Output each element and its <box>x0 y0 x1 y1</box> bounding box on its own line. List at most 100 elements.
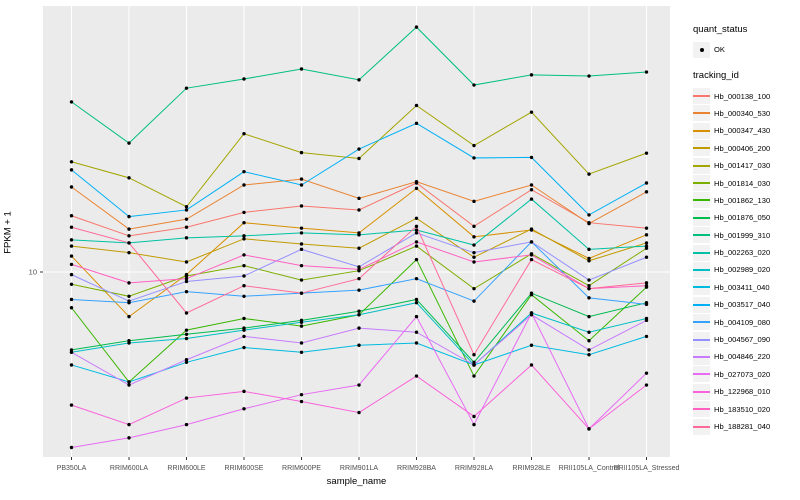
data-point <box>357 147 361 151</box>
x-tick-label: RRIM901LA <box>340 465 378 472</box>
data-point <box>242 389 246 394</box>
data-point <box>299 150 304 155</box>
data-point <box>357 276 361 281</box>
data-point <box>127 314 131 319</box>
data-point <box>242 234 246 238</box>
data-point <box>529 197 534 201</box>
legend-item-tracking: Hb_000406_200 <box>693 140 799 157</box>
legend-key-box <box>693 175 710 192</box>
series-color-swatch <box>693 303 710 306</box>
data-point <box>644 383 649 387</box>
data-point <box>357 326 361 330</box>
data-point <box>299 291 304 295</box>
data-point <box>472 414 476 419</box>
legend-item-tracking: Hb_027073_020 <box>693 366 799 383</box>
x-tick-label: RRIM600SE <box>225 465 264 472</box>
data-point <box>644 190 649 194</box>
data-point <box>644 233 649 237</box>
data-point <box>357 313 361 317</box>
data-point <box>127 281 131 285</box>
data-point <box>242 253 246 257</box>
data-point <box>357 246 361 250</box>
data-point <box>587 348 591 352</box>
legend-title-tracking-id: tracking_id <box>693 70 739 82</box>
data-point <box>69 185 74 189</box>
data-point <box>184 358 189 362</box>
data-point <box>127 436 131 440</box>
legend-key-box <box>693 41 710 58</box>
series-color-swatch <box>693 182 710 185</box>
legend-item-tracking: Hb_000347_430 <box>693 122 799 139</box>
legend-item-label: Hb_001814_030 <box>714 178 771 188</box>
data-point <box>127 141 131 145</box>
data-point <box>69 100 74 104</box>
data-point <box>69 254 74 258</box>
data-point <box>184 311 189 315</box>
plot-panel <box>43 6 670 457</box>
data-point <box>299 242 304 246</box>
data-point <box>184 422 189 427</box>
data-point <box>414 276 419 281</box>
legend-item-tracking: Hb_004567_090 <box>693 331 799 348</box>
data-point <box>127 176 131 180</box>
legend-item-tracking: Hb_002263_020 <box>693 244 799 261</box>
data-point <box>472 374 476 378</box>
data-point <box>127 250 131 255</box>
data-point <box>69 168 74 172</box>
legend-item-label: Hb_188281_040 <box>714 422 771 431</box>
data-point <box>184 208 189 212</box>
data-point <box>242 210 246 215</box>
data-point <box>242 407 246 411</box>
data-point <box>184 336 189 341</box>
data-point <box>184 276 189 281</box>
data-point <box>529 253 534 257</box>
data-point <box>529 343 534 347</box>
data-point <box>414 314 419 319</box>
data-point <box>587 296 591 300</box>
legend-item-label: Hb_001876_050 <box>714 213 771 223</box>
legend-item-tracking: Hb_183510_020 <box>693 400 799 418</box>
data-point <box>299 247 304 252</box>
x-axis-title: sample_name <box>326 476 387 487</box>
x-tick-label: PB350LA <box>57 465 87 472</box>
data-point <box>414 103 419 108</box>
data-point <box>414 186 419 191</box>
data-point <box>184 205 189 209</box>
legend-item-label: Hb_027073_020 <box>714 369 771 379</box>
data-point <box>472 143 476 148</box>
data-point <box>242 132 246 136</box>
data-point <box>414 240 419 244</box>
data-point <box>472 363 476 367</box>
data-point <box>587 259 591 263</box>
legend-item-tracking: Hb_001999_310 <box>693 227 799 244</box>
data-point <box>587 286 591 291</box>
data-point <box>472 353 476 357</box>
legend-item-label: Hb_183510_020 <box>714 404 771 414</box>
legend-key-box <box>693 418 710 435</box>
legend-title-quant-status: quant_status <box>693 24 748 35</box>
data-point <box>357 78 361 82</box>
data-point <box>414 297 419 302</box>
data-point <box>242 183 246 187</box>
data-point <box>587 314 591 319</box>
data-point <box>644 318 649 323</box>
data-point <box>299 392 304 397</box>
legend-item-label: OK <box>714 45 725 55</box>
data-point <box>644 334 649 339</box>
data-point <box>69 348 74 352</box>
data-point <box>127 214 131 219</box>
data-point <box>299 320 304 324</box>
data-point <box>529 110 534 114</box>
legend-item-label: Hb_002989_020 <box>714 265 771 275</box>
data-point <box>242 77 246 81</box>
data-point <box>299 67 304 71</box>
legend-key-box <box>693 296 710 313</box>
x-tick-label: RRIM928BA <box>397 465 436 472</box>
legend-key-box <box>693 261 710 278</box>
series-color-swatch <box>693 234 710 237</box>
data-point <box>644 226 649 230</box>
data-point <box>69 363 74 367</box>
x-tick-label: RRIM928LE <box>512 465 550 472</box>
series-color-swatch <box>693 112 710 115</box>
data-point <box>414 341 419 345</box>
